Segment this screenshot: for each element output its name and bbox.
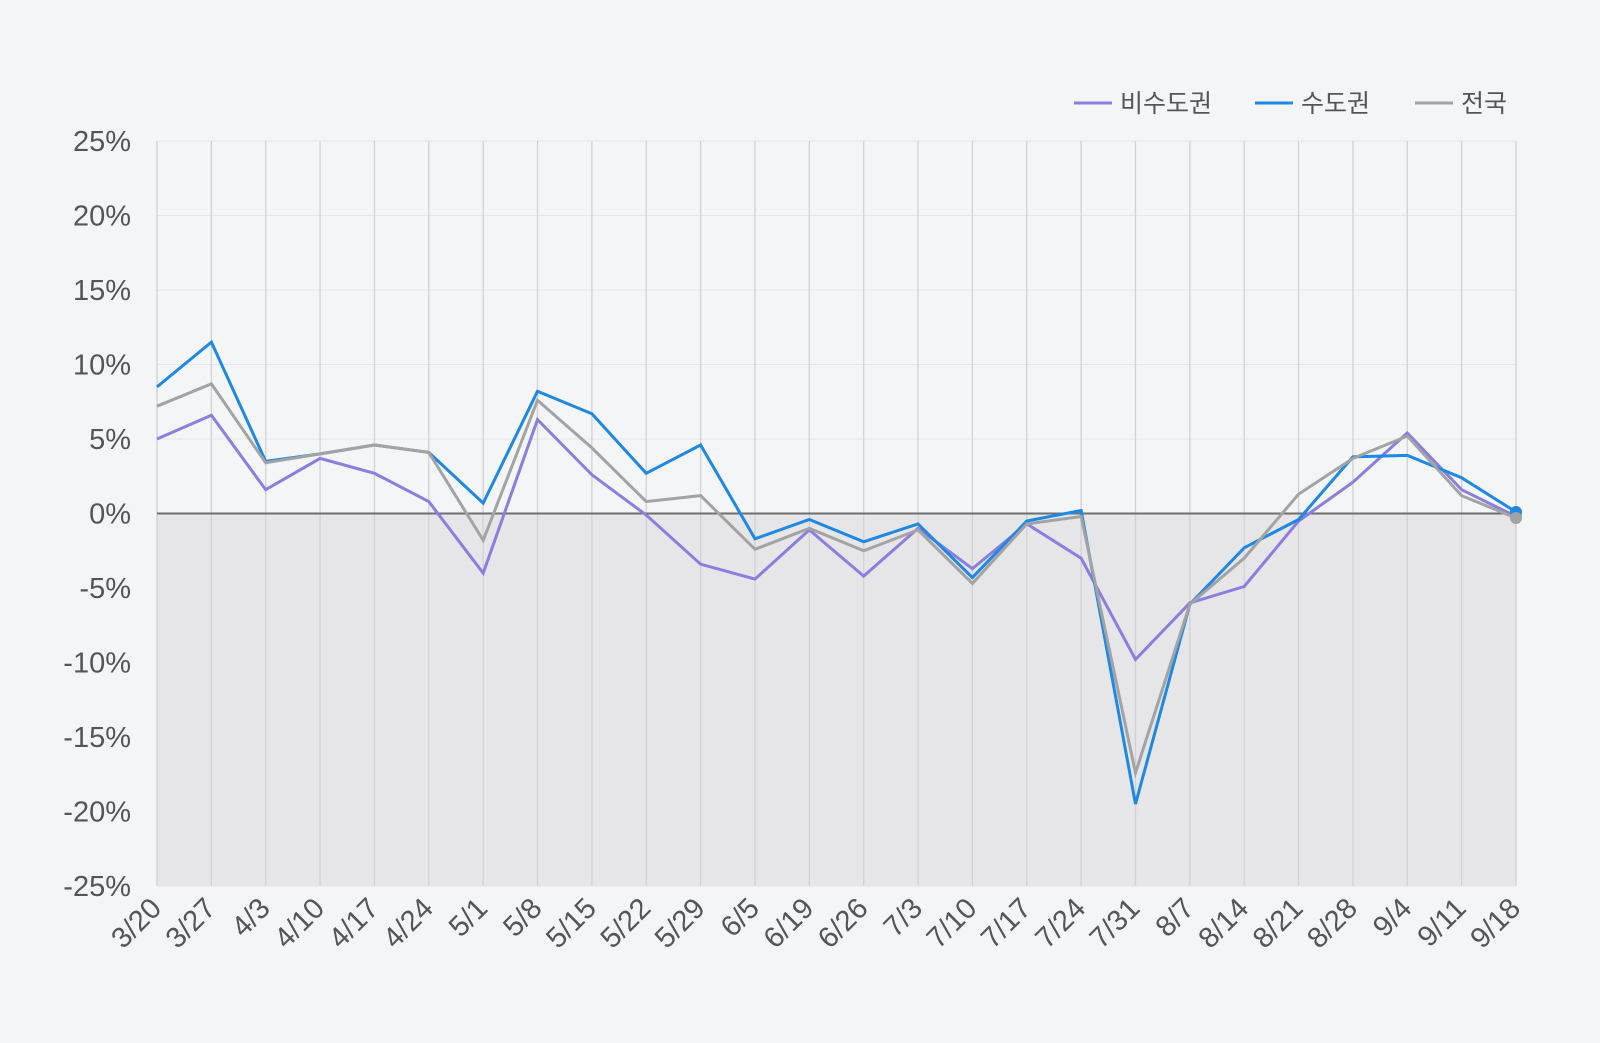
x-tick-label: 9/4 — [1367, 892, 1418, 943]
x-tick-label: 5/22 — [595, 892, 658, 955]
x-axis: 3/203/27 4/34/104/174/24 5/1 5/85/155/225/2… — [105, 892, 1527, 955]
y-tick-label: 25% — [73, 126, 131, 158]
x-tick-label: 7/3 — [878, 892, 929, 943]
x-tick-label: 6/19 — [758, 892, 821, 955]
x-tick-label: 8/28 — [1301, 892, 1364, 955]
y-tick-label: 20% — [73, 201, 131, 233]
x-tick-label: 3/27 — [160, 892, 223, 955]
x-tick-label: 4/10 — [268, 892, 331, 955]
series-line-1 — [156, 413, 1517, 663]
y-tick-label: 0% — [89, 499, 131, 531]
legend[interactable]: 비수도권 수도권 전국 — [1074, 90, 1507, 118]
legend-label: 수도권 — [1301, 90, 1370, 118]
x-tick-label: 8/14 — [1193, 892, 1256, 955]
series-line-3 — [156, 382, 1517, 779]
x-tick-label: 4/17 — [323, 892, 386, 955]
x-tick-label: 6/5 — [715, 892, 766, 943]
x-tick-label: 7/24 — [1030, 892, 1093, 955]
x-tick-label: 5/29 — [649, 892, 712, 955]
x-tick-label: 6/26 — [812, 892, 875, 955]
legend-item-3[interactable]: 전국 — [1415, 90, 1507, 118]
x-tick-label: 4/3 — [226, 892, 277, 943]
x-tick-label: 5/8 — [497, 892, 548, 943]
x-tick-label: 5/1 — [443, 892, 494, 943]
y-tick-label: 15% — [73, 275, 131, 307]
y-tick-label: -10% — [63, 648, 131, 680]
y-axis: 25% 20% 15% 10% 5% 0% -5% -10% -15% -20% -25% — [63, 126, 131, 903]
legend-label: 비수도권 — [1120, 90, 1212, 118]
x-tick-label: 9/11 — [1412, 892, 1473, 953]
y-tick-label: 10% — [73, 350, 131, 382]
x-tick-label: 7/31 — [1084, 892, 1147, 955]
series-end-point-3 — [1510, 511, 1522, 524]
series-layer — [156, 339, 1522, 805]
negative-region — [157, 513, 1516, 886]
x-tick-label: 8/7 — [1150, 892, 1201, 943]
legend-item-1[interactable]: 비수도권 — [1074, 90, 1212, 118]
x-tick-label: 8/21 — [1247, 892, 1310, 955]
y-tick-label: -20% — [63, 797, 131, 829]
x-tick-label: 7/10 — [921, 892, 984, 955]
y-tick-label: -15% — [63, 722, 131, 754]
legend-label: 전국 — [1461, 90, 1507, 118]
x-tick-label: 5/15 — [540, 892, 603, 955]
x-tick-label: 4/24 — [377, 892, 440, 955]
y-tick-label: 5% — [89, 424, 131, 456]
legend-item-2[interactable]: 수도권 — [1255, 90, 1370, 118]
x-tick-label: 7/17 — [975, 892, 1038, 955]
x-tick-label: 9/18 — [1464, 892, 1527, 955]
y-tick-label: -5% — [79, 573, 131, 605]
y-tick-label: -25% — [63, 871, 131, 903]
